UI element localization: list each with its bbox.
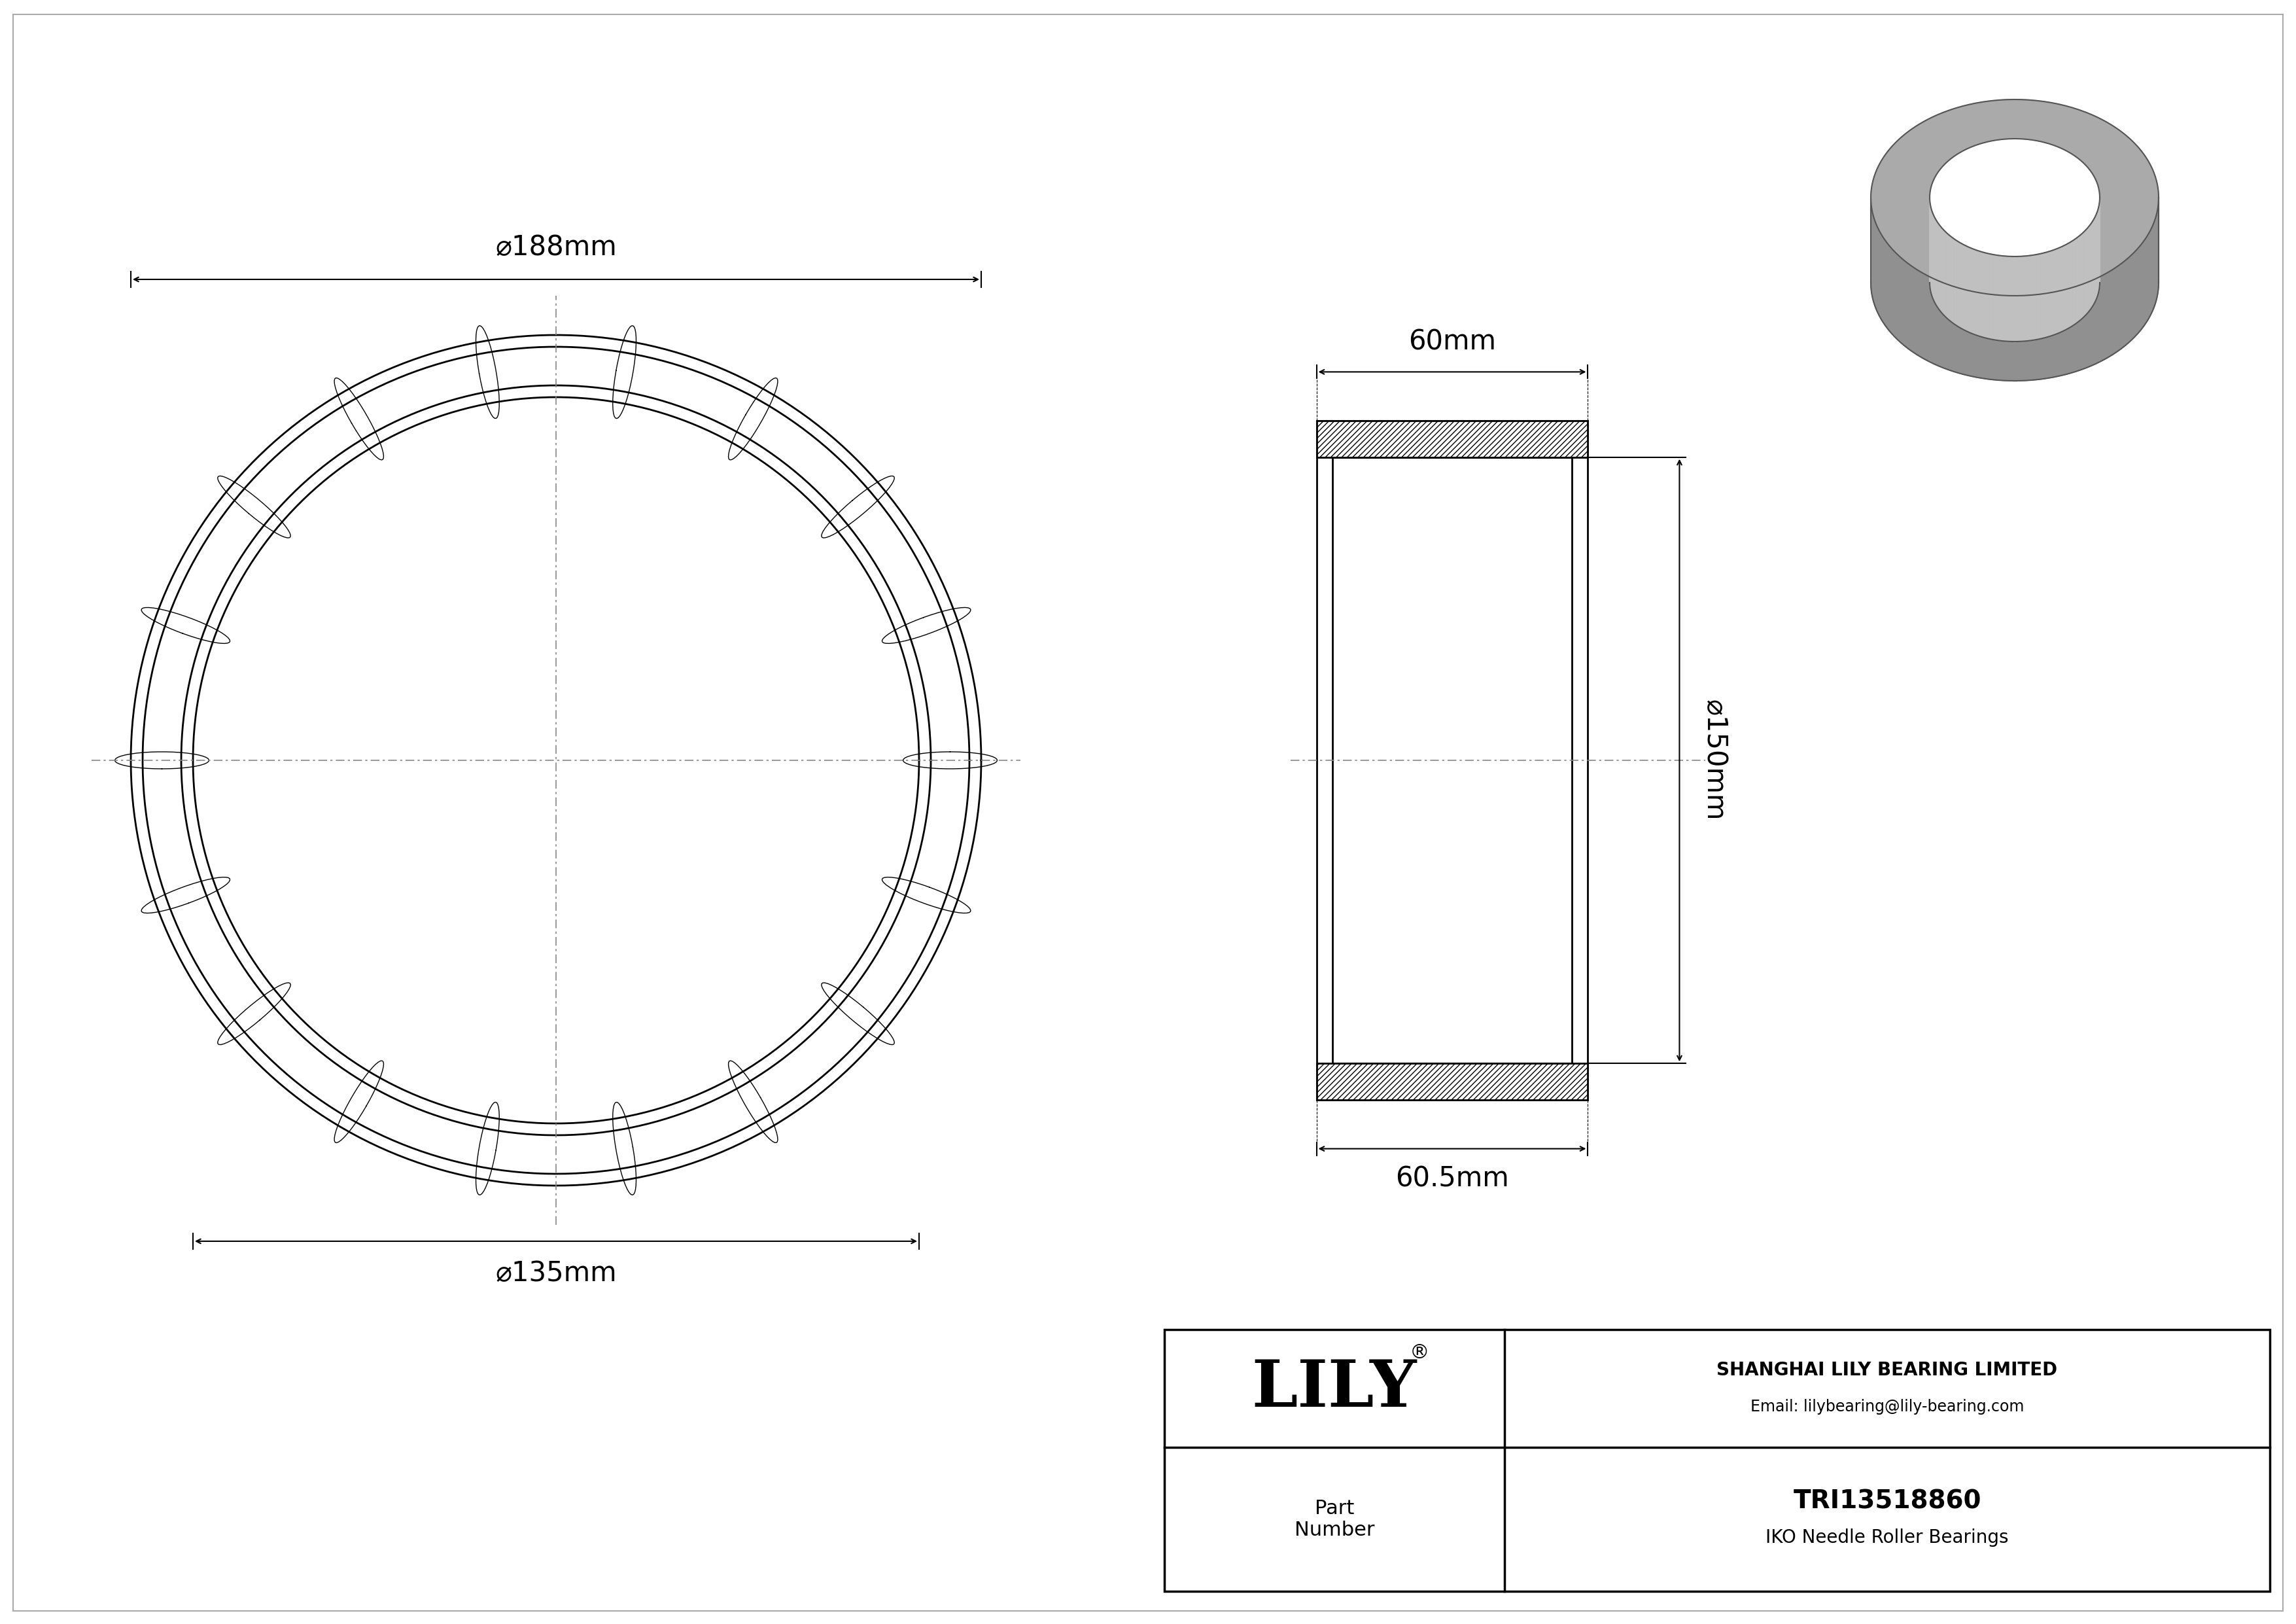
Polygon shape — [2117, 266, 2119, 352]
Polygon shape — [2119, 263, 2122, 351]
Polygon shape — [2112, 268, 2117, 354]
Polygon shape — [1968, 291, 1972, 377]
Polygon shape — [1952, 286, 1954, 372]
Polygon shape — [2062, 289, 2064, 375]
Polygon shape — [1908, 263, 1910, 351]
Polygon shape — [1961, 289, 1965, 375]
Polygon shape — [1947, 284, 1952, 370]
Polygon shape — [1940, 281, 1945, 369]
Polygon shape — [1972, 291, 1975, 377]
Polygon shape — [1913, 268, 1917, 354]
Polygon shape — [1316, 1064, 1589, 1099]
Polygon shape — [2025, 296, 2027, 380]
Text: Email: lilybearing@lily-bearing.com: Email: lilybearing@lily-bearing.com — [1750, 1398, 2025, 1415]
Polygon shape — [2085, 281, 2089, 369]
Polygon shape — [1933, 279, 1938, 365]
Polygon shape — [2014, 296, 2016, 380]
Polygon shape — [2096, 278, 2099, 364]
Polygon shape — [2101, 274, 2105, 361]
Polygon shape — [2009, 296, 2014, 380]
Polygon shape — [1945, 283, 1947, 369]
Polygon shape — [2046, 292, 2050, 378]
Polygon shape — [2124, 260, 2126, 348]
Polygon shape — [1903, 260, 1906, 348]
Polygon shape — [1958, 287, 1961, 374]
Polygon shape — [1871, 283, 2158, 380]
Text: 60.5mm: 60.5mm — [1396, 1164, 1508, 1192]
Polygon shape — [2110, 270, 2112, 356]
Polygon shape — [2099, 276, 2101, 362]
Polygon shape — [2055, 291, 2057, 377]
Polygon shape — [2089, 281, 2092, 367]
Polygon shape — [2078, 284, 2082, 370]
Polygon shape — [1979, 292, 1984, 378]
Text: SHANGHAI LILY BEARING LIMITED: SHANGHAI LILY BEARING LIMITED — [1717, 1361, 2057, 1379]
Polygon shape — [2043, 294, 2046, 378]
Polygon shape — [1993, 294, 1998, 380]
Polygon shape — [1910, 266, 1913, 352]
Polygon shape — [1929, 276, 1931, 362]
Polygon shape — [2105, 273, 2108, 359]
Polygon shape — [2032, 294, 2037, 380]
Polygon shape — [2108, 271, 2110, 357]
Text: ⌀188mm: ⌀188mm — [496, 234, 618, 261]
Polygon shape — [2071, 286, 2076, 372]
Polygon shape — [2037, 294, 2039, 380]
Polygon shape — [1984, 294, 1986, 378]
Polygon shape — [2002, 296, 2004, 380]
Polygon shape — [1998, 296, 2002, 380]
Polygon shape — [2004, 296, 2009, 380]
Text: LILY: LILY — [1251, 1356, 1417, 1419]
Polygon shape — [2016, 296, 2020, 380]
Polygon shape — [2082, 283, 2085, 369]
Polygon shape — [1901, 258, 1903, 344]
Polygon shape — [1991, 294, 1993, 380]
Polygon shape — [1975, 292, 1979, 378]
Text: ®: ® — [1410, 1343, 1430, 1363]
Polygon shape — [1931, 278, 1933, 364]
Polygon shape — [2057, 291, 2062, 377]
Text: IKO Needle Roller Bearings: IKO Needle Roller Bearings — [1766, 1528, 2009, 1546]
Polygon shape — [2076, 286, 2078, 372]
Polygon shape — [2020, 296, 2025, 380]
Polygon shape — [1922, 273, 1924, 359]
Text: TRI13518860: TRI13518860 — [1793, 1489, 1981, 1514]
Polygon shape — [2069, 287, 2071, 374]
Polygon shape — [1986, 294, 1991, 380]
Polygon shape — [2122, 261, 2124, 349]
Polygon shape — [2126, 258, 2128, 344]
Text: Part
Number: Part Number — [1295, 1499, 1375, 1540]
Polygon shape — [1965, 289, 1968, 375]
Polygon shape — [2050, 292, 2055, 378]
Polygon shape — [1906, 261, 1908, 349]
Text: ⌀150mm: ⌀150mm — [1701, 700, 1729, 822]
Polygon shape — [1919, 271, 1922, 357]
Text: ⌀135mm: ⌀135mm — [496, 1260, 618, 1288]
Polygon shape — [1917, 270, 1919, 356]
Polygon shape — [1316, 421, 1589, 458]
Polygon shape — [2064, 289, 2069, 375]
Polygon shape — [2027, 296, 2032, 380]
Polygon shape — [1871, 99, 2158, 296]
Polygon shape — [1938, 281, 1940, 367]
Polygon shape — [1924, 274, 1929, 361]
Polygon shape — [1954, 286, 1958, 372]
Polygon shape — [2039, 294, 2043, 380]
Text: 60mm: 60mm — [1407, 328, 1497, 356]
Polygon shape — [2092, 279, 2096, 365]
